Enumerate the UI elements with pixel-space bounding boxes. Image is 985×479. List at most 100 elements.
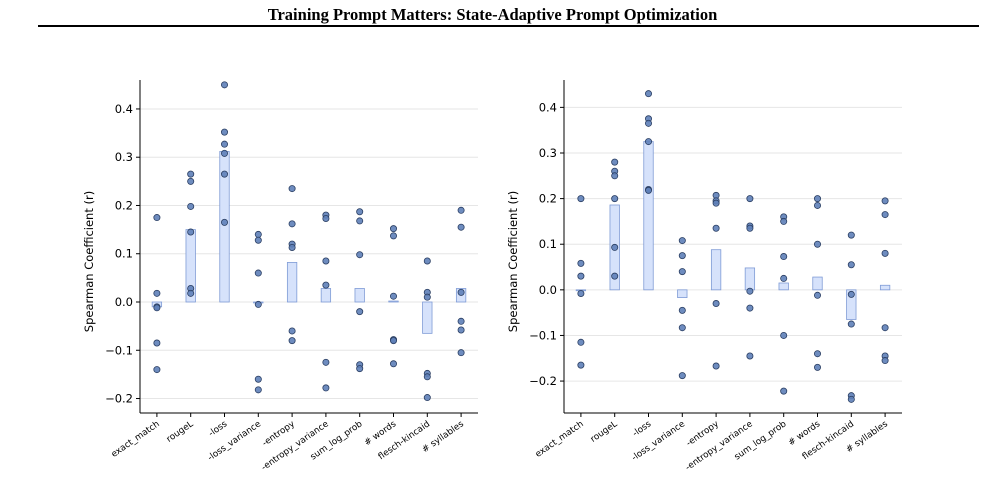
- data-point: [577, 361, 585, 369]
- data-point: [457, 206, 465, 214]
- bar: [710, 249, 722, 291]
- data-point: [254, 236, 262, 244]
- x-tick-label: exact_match: [534, 419, 586, 460]
- data-point: [187, 177, 195, 185]
- bar: [812, 276, 823, 291]
- data-point: [288, 337, 296, 345]
- data-point: [220, 218, 228, 226]
- data-point: [814, 195, 822, 203]
- data-point: [153, 366, 161, 374]
- data-point: [356, 365, 364, 373]
- data-point: [611, 243, 619, 251]
- paper-title: Training Prompt Matters: State-Adaptive …: [267, 5, 718, 24]
- y-tick-label: 0.1: [539, 237, 557, 251]
- data-point: [577, 338, 585, 346]
- data-point: [678, 306, 686, 314]
- data-point: [577, 272, 585, 280]
- y-tick-label: 0.1: [115, 247, 133, 261]
- data-point: [678, 372, 686, 380]
- y-tick-label: 0.0: [539, 283, 557, 297]
- data-point: [712, 300, 720, 308]
- data-point: [847, 290, 855, 298]
- data-point: [423, 257, 431, 265]
- data-point: [457, 349, 465, 357]
- data-point: [611, 195, 619, 203]
- data-point: [254, 269, 262, 277]
- data-point: [220, 170, 228, 178]
- data-point: [780, 217, 788, 225]
- data-point: [187, 170, 195, 178]
- bar: [677, 289, 688, 298]
- data-point: [611, 172, 619, 180]
- data-point: [254, 386, 262, 394]
- data-point: [457, 288, 465, 296]
- data-point: [746, 352, 754, 360]
- data-point: [220, 149, 228, 157]
- y-tick-label: −0.2: [105, 392, 133, 406]
- data-point: [611, 272, 619, 280]
- data-point: [356, 308, 364, 316]
- data-point: [187, 202, 195, 210]
- y-tick-label: 0.4: [539, 100, 557, 114]
- data-point: [881, 357, 889, 365]
- y-tick-label: 0.3: [539, 146, 557, 160]
- data-point: [678, 324, 686, 332]
- data-point: [254, 375, 262, 383]
- data-point: [712, 199, 720, 207]
- data-point: [288, 220, 296, 228]
- data-point: [254, 300, 262, 308]
- title-rule: [38, 25, 979, 27]
- y-tick-label: 0.2: [539, 192, 557, 206]
- data-point: [423, 293, 431, 301]
- data-point: [814, 350, 822, 358]
- data-point: [678, 237, 686, 245]
- bar: [320, 288, 332, 303]
- bar: [778, 282, 789, 291]
- x-tick-label: -loss: [207, 419, 230, 439]
- data-point: [847, 231, 855, 239]
- data-point: [814, 363, 822, 371]
- data-point: [746, 195, 754, 203]
- data-point: [847, 320, 855, 328]
- data-point: [220, 81, 228, 89]
- x-tick-label: exact_match: [110, 419, 162, 460]
- y-axis-label: Spearman Coefficient (r): [506, 191, 520, 332]
- y-tick-label: 0.0: [115, 295, 133, 309]
- data-point: [423, 394, 431, 402]
- data-point: [881, 324, 889, 332]
- y-axis-label: Spearman Coefficient (r): [82, 191, 96, 332]
- data-point: [881, 249, 889, 257]
- data-point: [389, 292, 397, 300]
- data-point: [645, 186, 653, 194]
- data-point: [847, 261, 855, 269]
- data-point: [780, 253, 788, 261]
- data-point: [187, 228, 195, 236]
- data-point: [322, 215, 330, 223]
- data-point: [322, 257, 330, 265]
- data-point: [780, 387, 788, 395]
- bar: [388, 300, 399, 303]
- data-point: [746, 287, 754, 295]
- data-point: [881, 197, 889, 205]
- bar: [846, 289, 857, 320]
- data-point: [288, 185, 296, 193]
- data-point: [356, 251, 364, 259]
- data-point: [645, 138, 653, 146]
- data-point: [814, 240, 822, 248]
- bar: [422, 301, 433, 334]
- data-point: [389, 360, 397, 368]
- data-point: [254, 230, 262, 238]
- data-point: [847, 395, 855, 403]
- data-point: [322, 281, 330, 289]
- data-point: [322, 384, 330, 392]
- y-tick-label: 0.2: [115, 198, 133, 212]
- data-point: [712, 224, 720, 232]
- data-point: [780, 274, 788, 282]
- data-point: [356, 208, 364, 216]
- data-point: [153, 304, 161, 312]
- data-point: [814, 201, 822, 209]
- data-point: [220, 128, 228, 136]
- data-point: [389, 337, 397, 345]
- bar: [643, 141, 654, 291]
